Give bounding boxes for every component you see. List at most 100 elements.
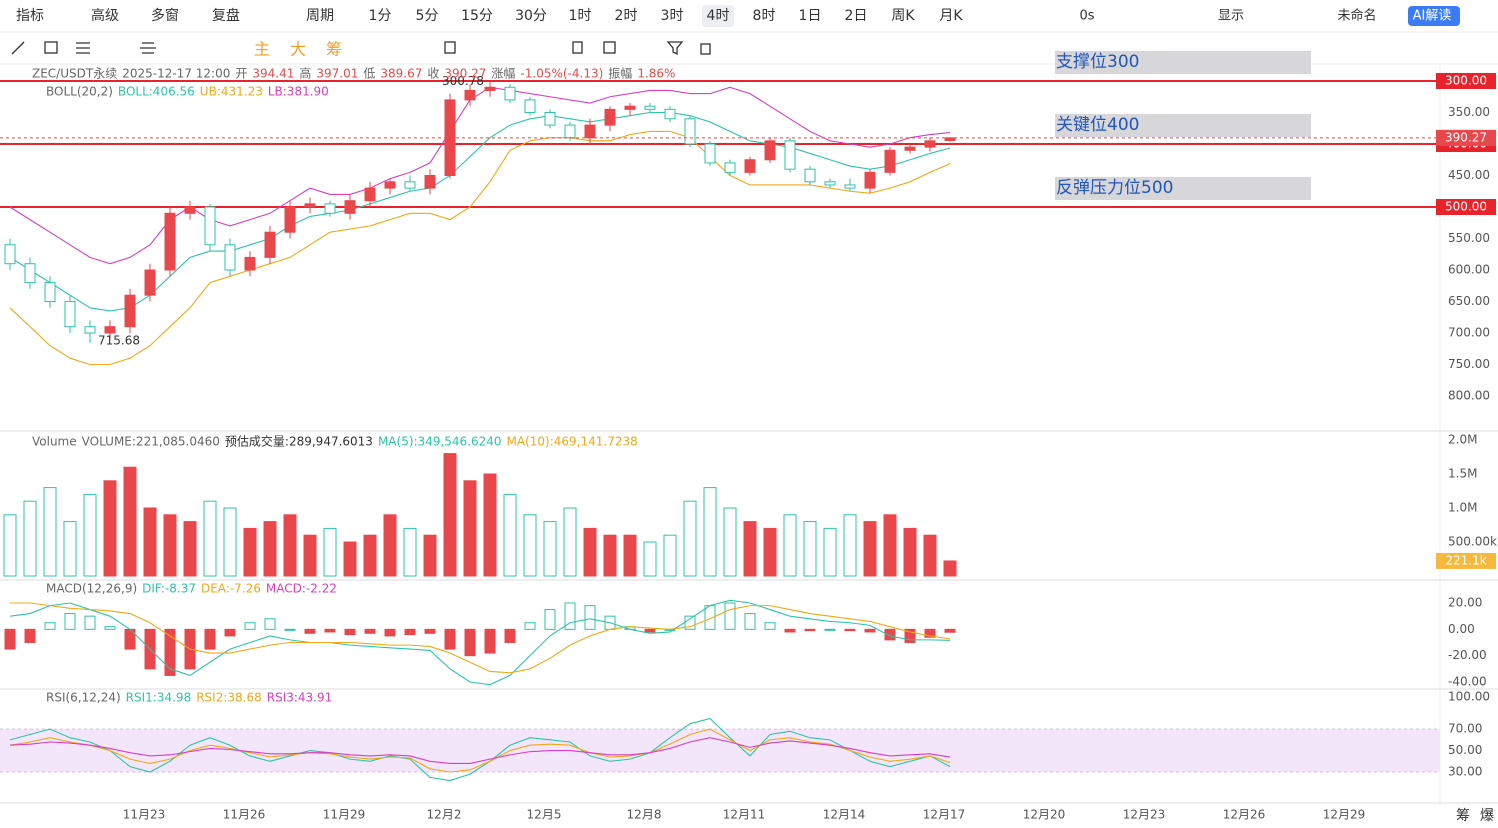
side-button[interactable]: 筹 bbox=[1456, 807, 1470, 824]
candle-body bbox=[164, 212, 176, 271]
macd-bar bbox=[724, 602, 736, 630]
toolbar-item[interactable]: 8时 bbox=[753, 8, 776, 24]
candle-body bbox=[344, 200, 356, 214]
toolbar-item[interactable]: 2时 bbox=[615, 8, 638, 24]
toolbar-right[interactable]: 显示 bbox=[1218, 9, 1244, 24]
annotation-box bbox=[1055, 114, 1311, 137]
rsi-line bbox=[9, 728, 951, 773]
volume-bar bbox=[783, 514, 797, 577]
macd-bar bbox=[884, 628, 896, 641]
candle-body bbox=[644, 105, 656, 110]
volume-bar bbox=[643, 541, 657, 577]
volume-bar bbox=[943, 560, 957, 577]
volume-bar bbox=[483, 473, 497, 577]
legend-item: ZEC/USDT永续 bbox=[32, 67, 117, 81]
candle-body bbox=[584, 124, 596, 139]
x-tick-label: 12月20 bbox=[1023, 808, 1066, 822]
candle-body bbox=[484, 86, 496, 91]
x-tick-label: 12月11 bbox=[723, 808, 766, 822]
toolbar-item[interactable]: 高级 bbox=[91, 7, 119, 24]
macd-bar bbox=[864, 628, 876, 633]
drawing-tools[interactable] bbox=[11, 41, 711, 56]
indicator-toggle[interactable]: 主 bbox=[254, 40, 270, 59]
candle-body bbox=[804, 168, 816, 183]
annotation-text: 支撑位300 bbox=[1056, 52, 1139, 72]
candle-body bbox=[704, 143, 716, 164]
level-label: 500.00 bbox=[1445, 200, 1487, 214]
candle-body bbox=[204, 206, 216, 246]
volume-bar bbox=[23, 500, 37, 577]
toolbar-item[interactable]: 多窗 bbox=[151, 7, 179, 24]
candle-body bbox=[244, 256, 256, 271]
candle-body bbox=[724, 162, 736, 173]
macd-bar bbox=[204, 628, 216, 650]
toolbar-item[interactable]: 月K bbox=[939, 8, 963, 24]
indicator-toggle[interactable]: 筹 bbox=[326, 40, 342, 59]
toolbar-right[interactable]: AI解读 bbox=[1413, 9, 1452, 24]
volume-bar bbox=[183, 521, 197, 577]
toolbar-item[interactable]: 30分 bbox=[515, 8, 547, 24]
candle-body bbox=[184, 206, 196, 214]
volume-bar bbox=[203, 500, 217, 577]
volume-bar bbox=[3, 514, 17, 577]
y-tick-label: 650.00 bbox=[1448, 294, 1490, 308]
toolbar-right[interactable]: 未命名 bbox=[1337, 8, 1376, 24]
toolbar-item[interactable]: 指标 bbox=[16, 8, 44, 24]
volume-bar bbox=[703, 487, 717, 577]
toolbar-item[interactable]: 4时 bbox=[707, 8, 730, 24]
side-button[interactable]: 爆 bbox=[1480, 808, 1494, 824]
y-tick-label: -40.00 bbox=[1448, 675, 1487, 689]
candle-body bbox=[44, 282, 56, 303]
macd-bar bbox=[84, 615, 96, 630]
high-label: 715.68 bbox=[98, 333, 140, 347]
toolbar-item[interactable]: 2日 bbox=[845, 8, 868, 24]
legend-item: MACD(12,26,9) bbox=[46, 582, 137, 596]
legend-item: RSI2:38.68 bbox=[196, 691, 262, 705]
toolbar-right[interactable]: 0s bbox=[1079, 9, 1094, 24]
macd-bar bbox=[744, 613, 756, 630]
x-tick-label: 11月26 bbox=[223, 808, 266, 822]
volume-bar bbox=[463, 480, 477, 577]
candle-body bbox=[624, 105, 636, 110]
legend-item: 涨幅 bbox=[491, 66, 515, 81]
toolbar-item[interactable]: 3时 bbox=[661, 8, 684, 24]
toolbar-item[interactable]: 5分 bbox=[416, 8, 439, 24]
x-tick-label: 11月29 bbox=[323, 808, 366, 822]
toolbar-item[interactable]: 周K bbox=[891, 8, 915, 24]
annotation-text: 关键位400 bbox=[1056, 115, 1139, 135]
ai-button[interactable] bbox=[1408, 6, 1460, 26]
volume-bar bbox=[343, 541, 357, 577]
toolbar-item[interactable]: 1日 bbox=[799, 8, 822, 24]
macd-bar bbox=[584, 605, 596, 630]
macd-bar bbox=[364, 628, 376, 634]
volume-bar bbox=[43, 487, 57, 577]
toolbar-item[interactable]: 15分 bbox=[461, 8, 493, 24]
volume-bar bbox=[363, 534, 377, 577]
indicator-toggle[interactable]: 大 bbox=[290, 40, 306, 59]
toolbar-item[interactable]: 1时 bbox=[569, 8, 592, 24]
y-tick-label: 50.00 bbox=[1448, 743, 1482, 757]
candle-body bbox=[564, 124, 576, 139]
volume-bar bbox=[623, 534, 637, 577]
volume-bar bbox=[923, 534, 937, 577]
macd-bar bbox=[444, 628, 456, 650]
candle-body bbox=[784, 140, 796, 170]
legend-item: 预估成交量:289,947.6013 bbox=[225, 434, 373, 449]
x-tick-label: 12月26 bbox=[1223, 808, 1266, 822]
candle-body bbox=[144, 269, 156, 296]
toolbar-item[interactable]: 周期 bbox=[306, 8, 334, 24]
toolbar-item[interactable]: 1分 bbox=[369, 8, 392, 24]
legend-item: 振幅 bbox=[608, 66, 632, 81]
volume-bar bbox=[523, 514, 537, 577]
candle-body bbox=[504, 86, 516, 101]
last-price-tag bbox=[1436, 129, 1496, 146]
macd-bar bbox=[464, 628, 476, 657]
annotation-box bbox=[1055, 51, 1311, 74]
volume-bar bbox=[63, 521, 77, 577]
x-tick-label: 12月17 bbox=[923, 808, 966, 822]
candle-body bbox=[884, 149, 896, 173]
candle-body bbox=[424, 175, 436, 189]
toolbar-item[interactable]: 复盘 bbox=[212, 7, 240, 24]
volume-bar bbox=[563, 507, 577, 577]
y-tick-label: 70.00 bbox=[1448, 722, 1482, 736]
